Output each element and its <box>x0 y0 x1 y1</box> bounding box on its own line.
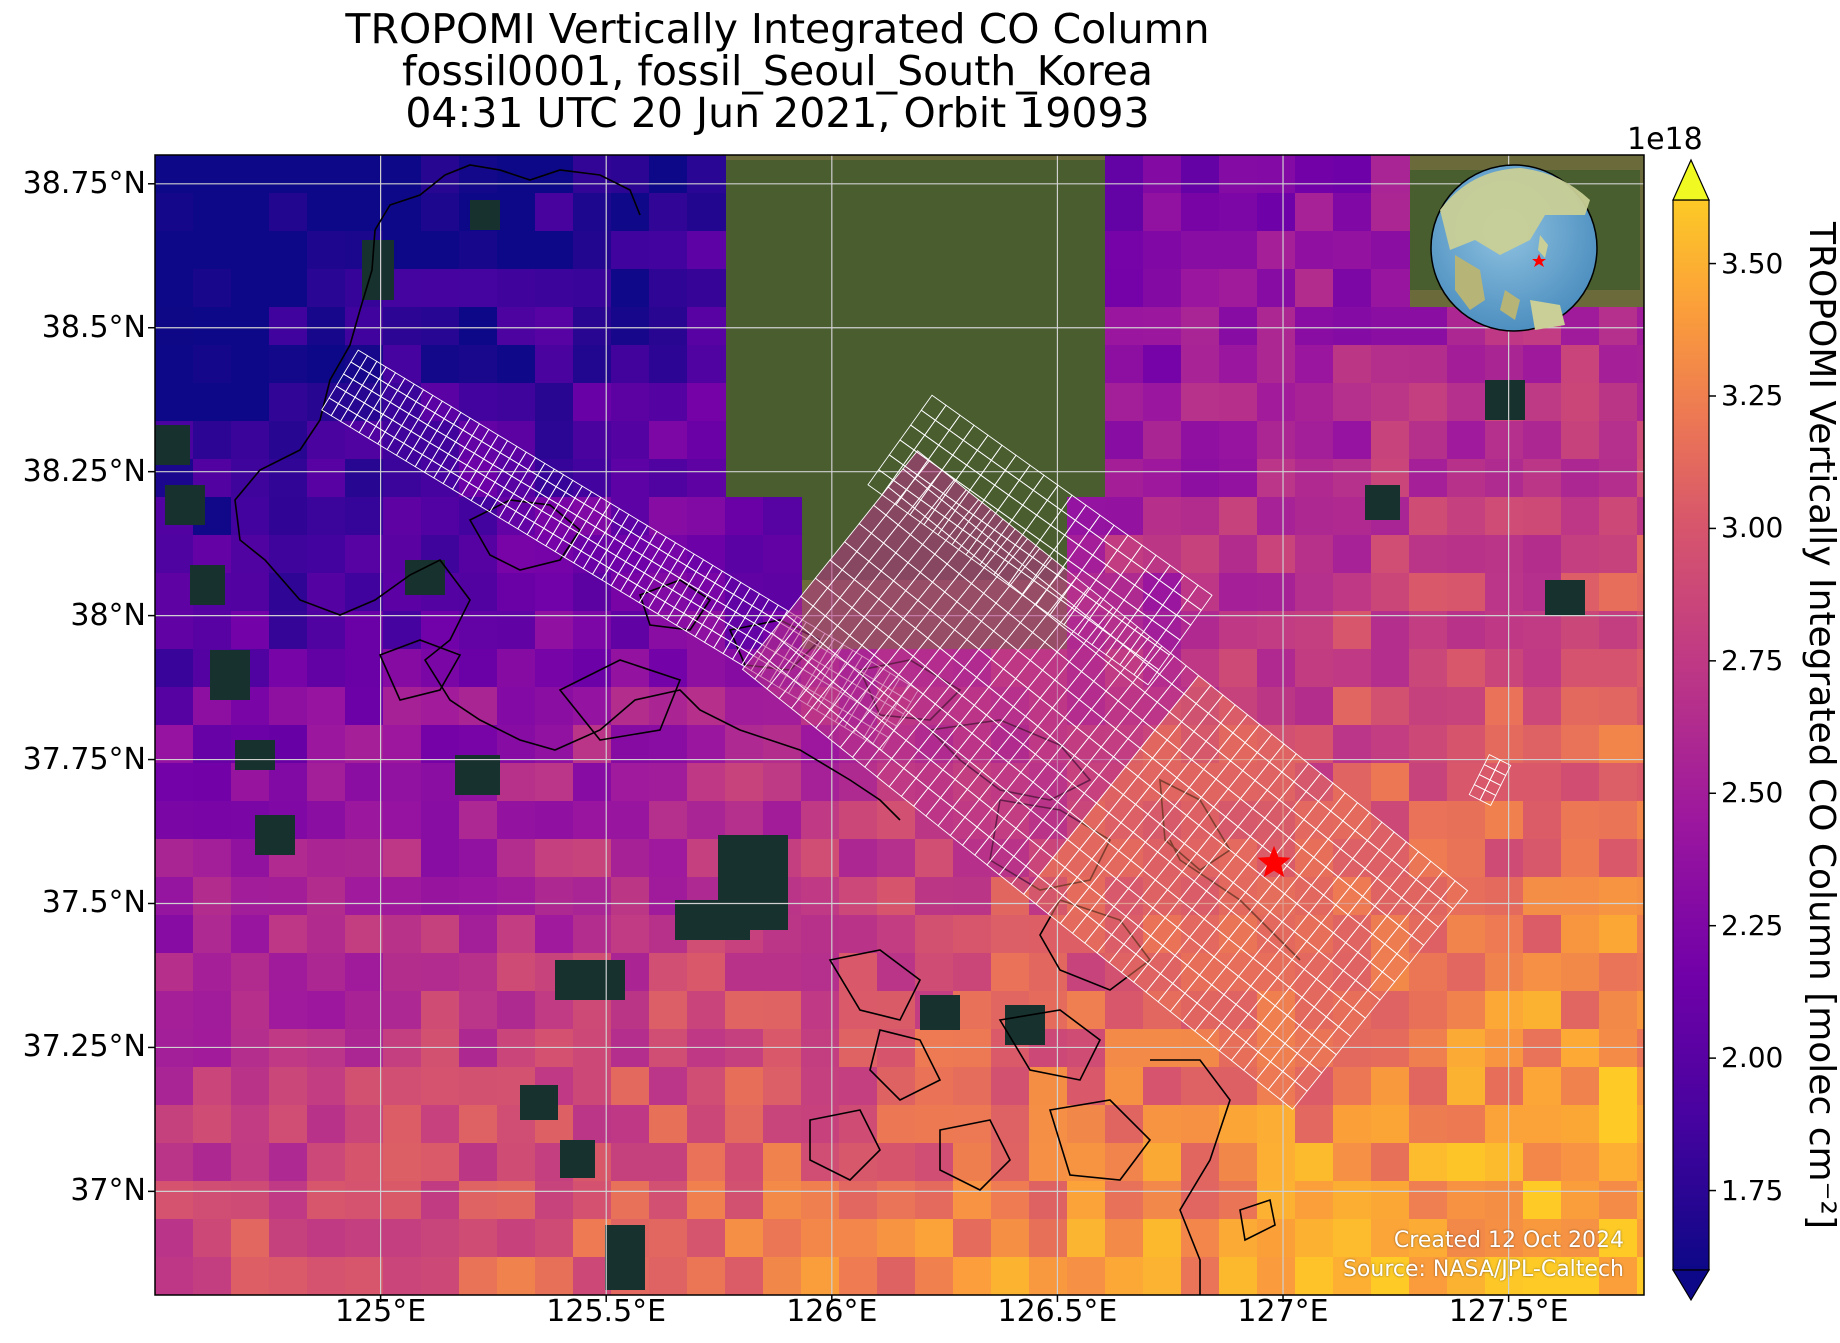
lon-tick-label: 126.5°E <box>997 1294 1118 1329</box>
colorbar-tick-label: 3.25 <box>1721 378 1784 412</box>
lat-tick-label: 37.75°N <box>22 741 146 777</box>
colorbar-exponent: 1e18 <box>1627 122 1703 157</box>
title-line-1: TROPOMI Vertically Integrated CO Column <box>345 5 1210 53</box>
lat-tick-label: 37°N <box>70 1173 146 1209</box>
lat-tick-label: 37.25°N <box>22 1029 146 1065</box>
lon-tick-label: 127°E <box>1237 1294 1329 1329</box>
colorbar-tick-label: 2.25 <box>1721 908 1784 942</box>
colorbar-tick-label: 3.50 <box>1721 246 1784 280</box>
title-line-3: 04:31 UTC 20 Jun 2021, Orbit 19093 <box>405 89 1150 137</box>
lon-tick-label: 125.5°E <box>546 1294 667 1329</box>
colorbar-tick-label: 3.00 <box>1721 511 1784 545</box>
water-gaps <box>155 200 1585 1290</box>
map-frame <box>154 154 1645 1296</box>
credit-source: Source: NASA/JPL-Caltech <box>1342 1257 1624 1282</box>
colorbar <box>1671 158 1716 1302</box>
map-area <box>155 155 1644 1295</box>
lat-tick-marks <box>148 183 155 1193</box>
lon-tick-label: 127.5°E <box>1448 1294 1569 1329</box>
lat-tick-label: 37.5°N <box>41 885 146 921</box>
colorbar-extend-max <box>1672 158 1710 201</box>
colorbar-tick-label: 2.00 <box>1721 1041 1784 1075</box>
colorbar-fill <box>1672 199 1710 1271</box>
lat-tick-label: 38.25°N <box>22 453 146 489</box>
target-mode-soundings <box>321 349 1512 1110</box>
lon-tick-label: 125°E <box>334 1294 427 1329</box>
lon-tick-label: 126°E <box>786 1294 878 1329</box>
lon-tick-marks <box>379 1295 1510 1302</box>
colorbar-tick-label: 2.50 <box>1721 776 1784 810</box>
lat-tick-label: 38.5°N <box>41 309 146 345</box>
globe-target-marker <box>1532 254 1546 267</box>
lat-tick-label: 38°N <box>70 597 146 633</box>
inset-globe <box>1430 164 1598 332</box>
colorbar-tick-label: 1.75 <box>1721 1173 1784 1207</box>
colorbar-label-text: TROPOMI Vertically Integrated CO Column … <box>1801 221 1840 1229</box>
colorbar-label: TROPOMI Vertically Integrated CO Column … <box>1792 170 1840 1280</box>
lat-tick-label: 38.75°N <box>22 165 146 201</box>
target-marker <box>1257 845 1291 878</box>
colorbar-tick-label: 2.75 <box>1721 643 1784 677</box>
credit-created: Created 12 Oct 2024 <box>1393 1228 1624 1253</box>
colorbar-extend-min <box>1671 1269 1711 1302</box>
title-line-2: fossil0001, fossil_Seoul_South_Korea <box>401 47 1154 95</box>
